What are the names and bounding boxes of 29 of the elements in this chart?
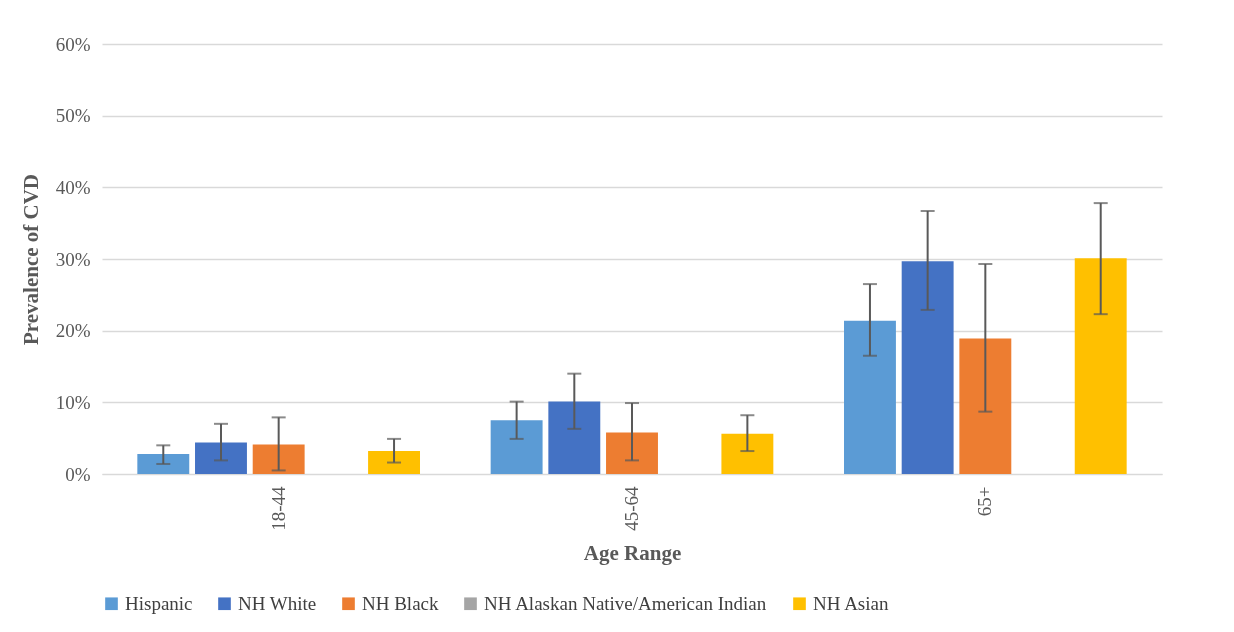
x-axis-title: Age Range (583, 540, 682, 565)
y-tick-label: 40% (55, 176, 91, 198)
x-tick-label: 65+ (974, 486, 996, 517)
y-tick-label: 50% (55, 105, 91, 127)
bar (368, 451, 420, 474)
y-tick-label: 30% (55, 248, 91, 270)
legend-label: NH White (238, 592, 317, 614)
y-tick-label: 10% (55, 391, 91, 413)
bar (548, 401, 601, 474)
x-tick-label: 18-44 (267, 486, 289, 531)
legend-label: NH Alaskan Native/American Indian (484, 592, 767, 614)
bar (844, 320, 896, 474)
bar (959, 338, 1012, 474)
legend-label: NH Asian (813, 592, 889, 614)
y-axis-title: Prevalence of CVD (18, 173, 43, 346)
legend-label: Hispanic (125, 592, 193, 614)
legend-label: NH Black (362, 592, 440, 614)
bar (195, 442, 247, 474)
bar (252, 444, 305, 474)
bar (901, 261, 954, 474)
bar (490, 420, 543, 474)
y-tick-label: 0% (65, 463, 91, 485)
y-tick-label: 60% (55, 33, 91, 55)
bar (606, 432, 658, 474)
bar (1074, 258, 1127, 474)
bar (721, 433, 774, 474)
bar (137, 453, 190, 474)
x-tick-label: 45-64 (621, 486, 642, 531)
y-tick-label: 20% (55, 320, 91, 342)
